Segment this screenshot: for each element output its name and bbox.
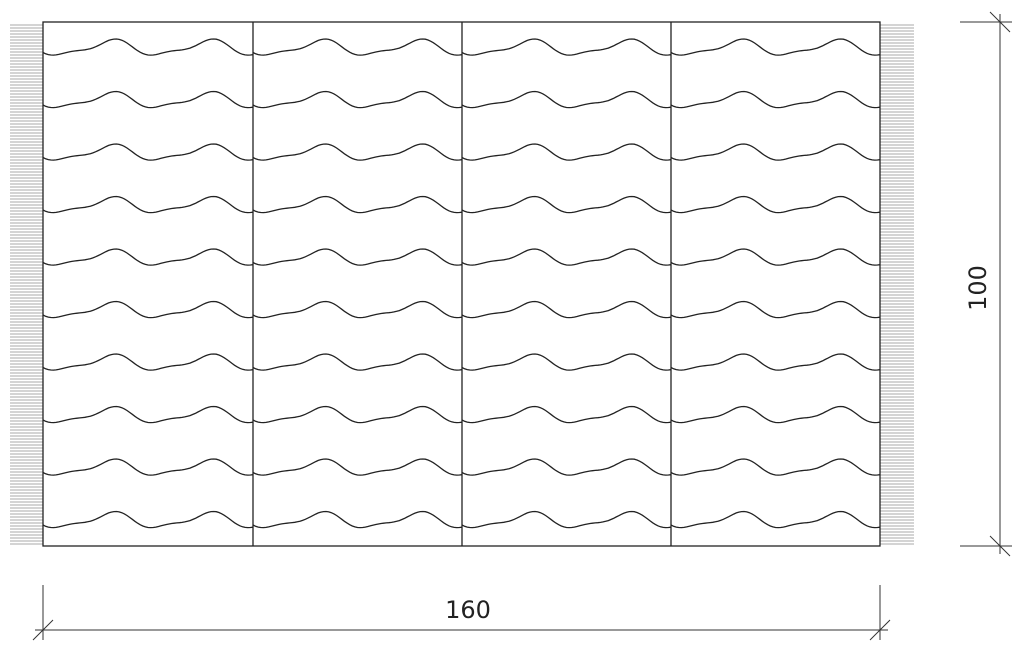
- wave-line: [42, 405, 254, 424]
- dimension-tick: [989, 535, 1011, 557]
- wave-line: [252, 405, 463, 424]
- wave-line: [670, 143, 881, 161]
- dimension-tick: [32, 619, 54, 641]
- wave-line: [252, 143, 463, 161]
- wave-line: [252, 195, 463, 214]
- wave-line: [461, 248, 672, 266]
- wave-line: [461, 195, 672, 214]
- wave-line: [461, 143, 672, 161]
- wave-line: [42, 353, 254, 371]
- dimension-tick: [989, 11, 1011, 33]
- wave-line: [670, 458, 881, 476]
- wave-line: [461, 458, 672, 476]
- wave-line: [42, 195, 254, 214]
- wave-line: [252, 90, 463, 109]
- wave-line: [42, 143, 254, 161]
- wave-line: [42, 38, 254, 56]
- wave-line: [461, 90, 672, 109]
- wave-line: [42, 510, 254, 529]
- wave-line: [670, 248, 881, 266]
- wave-line: [461, 38, 672, 56]
- wave-line: [252, 38, 463, 56]
- wave-line: [461, 510, 672, 529]
- wave-line: [670, 38, 881, 56]
- fringes: [10, 24, 914, 545]
- wave-line: [670, 353, 881, 371]
- wave-line: [42, 458, 254, 476]
- width-label: 160: [445, 596, 491, 624]
- wave-line: [252, 458, 463, 476]
- wave-line: [252, 300, 463, 319]
- height-label: 100: [964, 265, 992, 311]
- wave-line: [461, 353, 672, 371]
- wave-line: [461, 405, 672, 424]
- wave-line: [252, 353, 463, 371]
- wave-line: [252, 510, 463, 529]
- wave-line: [461, 300, 672, 319]
- wave-line: [252, 248, 463, 266]
- wave-line: [670, 405, 881, 424]
- wave-line: [42, 300, 254, 319]
- dimension-tick: [869, 619, 891, 641]
- wave-pattern: [42, 38, 881, 529]
- wave-line: [670, 300, 881, 319]
- wave-line: [42, 90, 254, 109]
- wave-line: [42, 248, 254, 266]
- wave-line: [670, 90, 881, 109]
- wave-line: [670, 195, 881, 214]
- wave-line: [670, 510, 881, 529]
